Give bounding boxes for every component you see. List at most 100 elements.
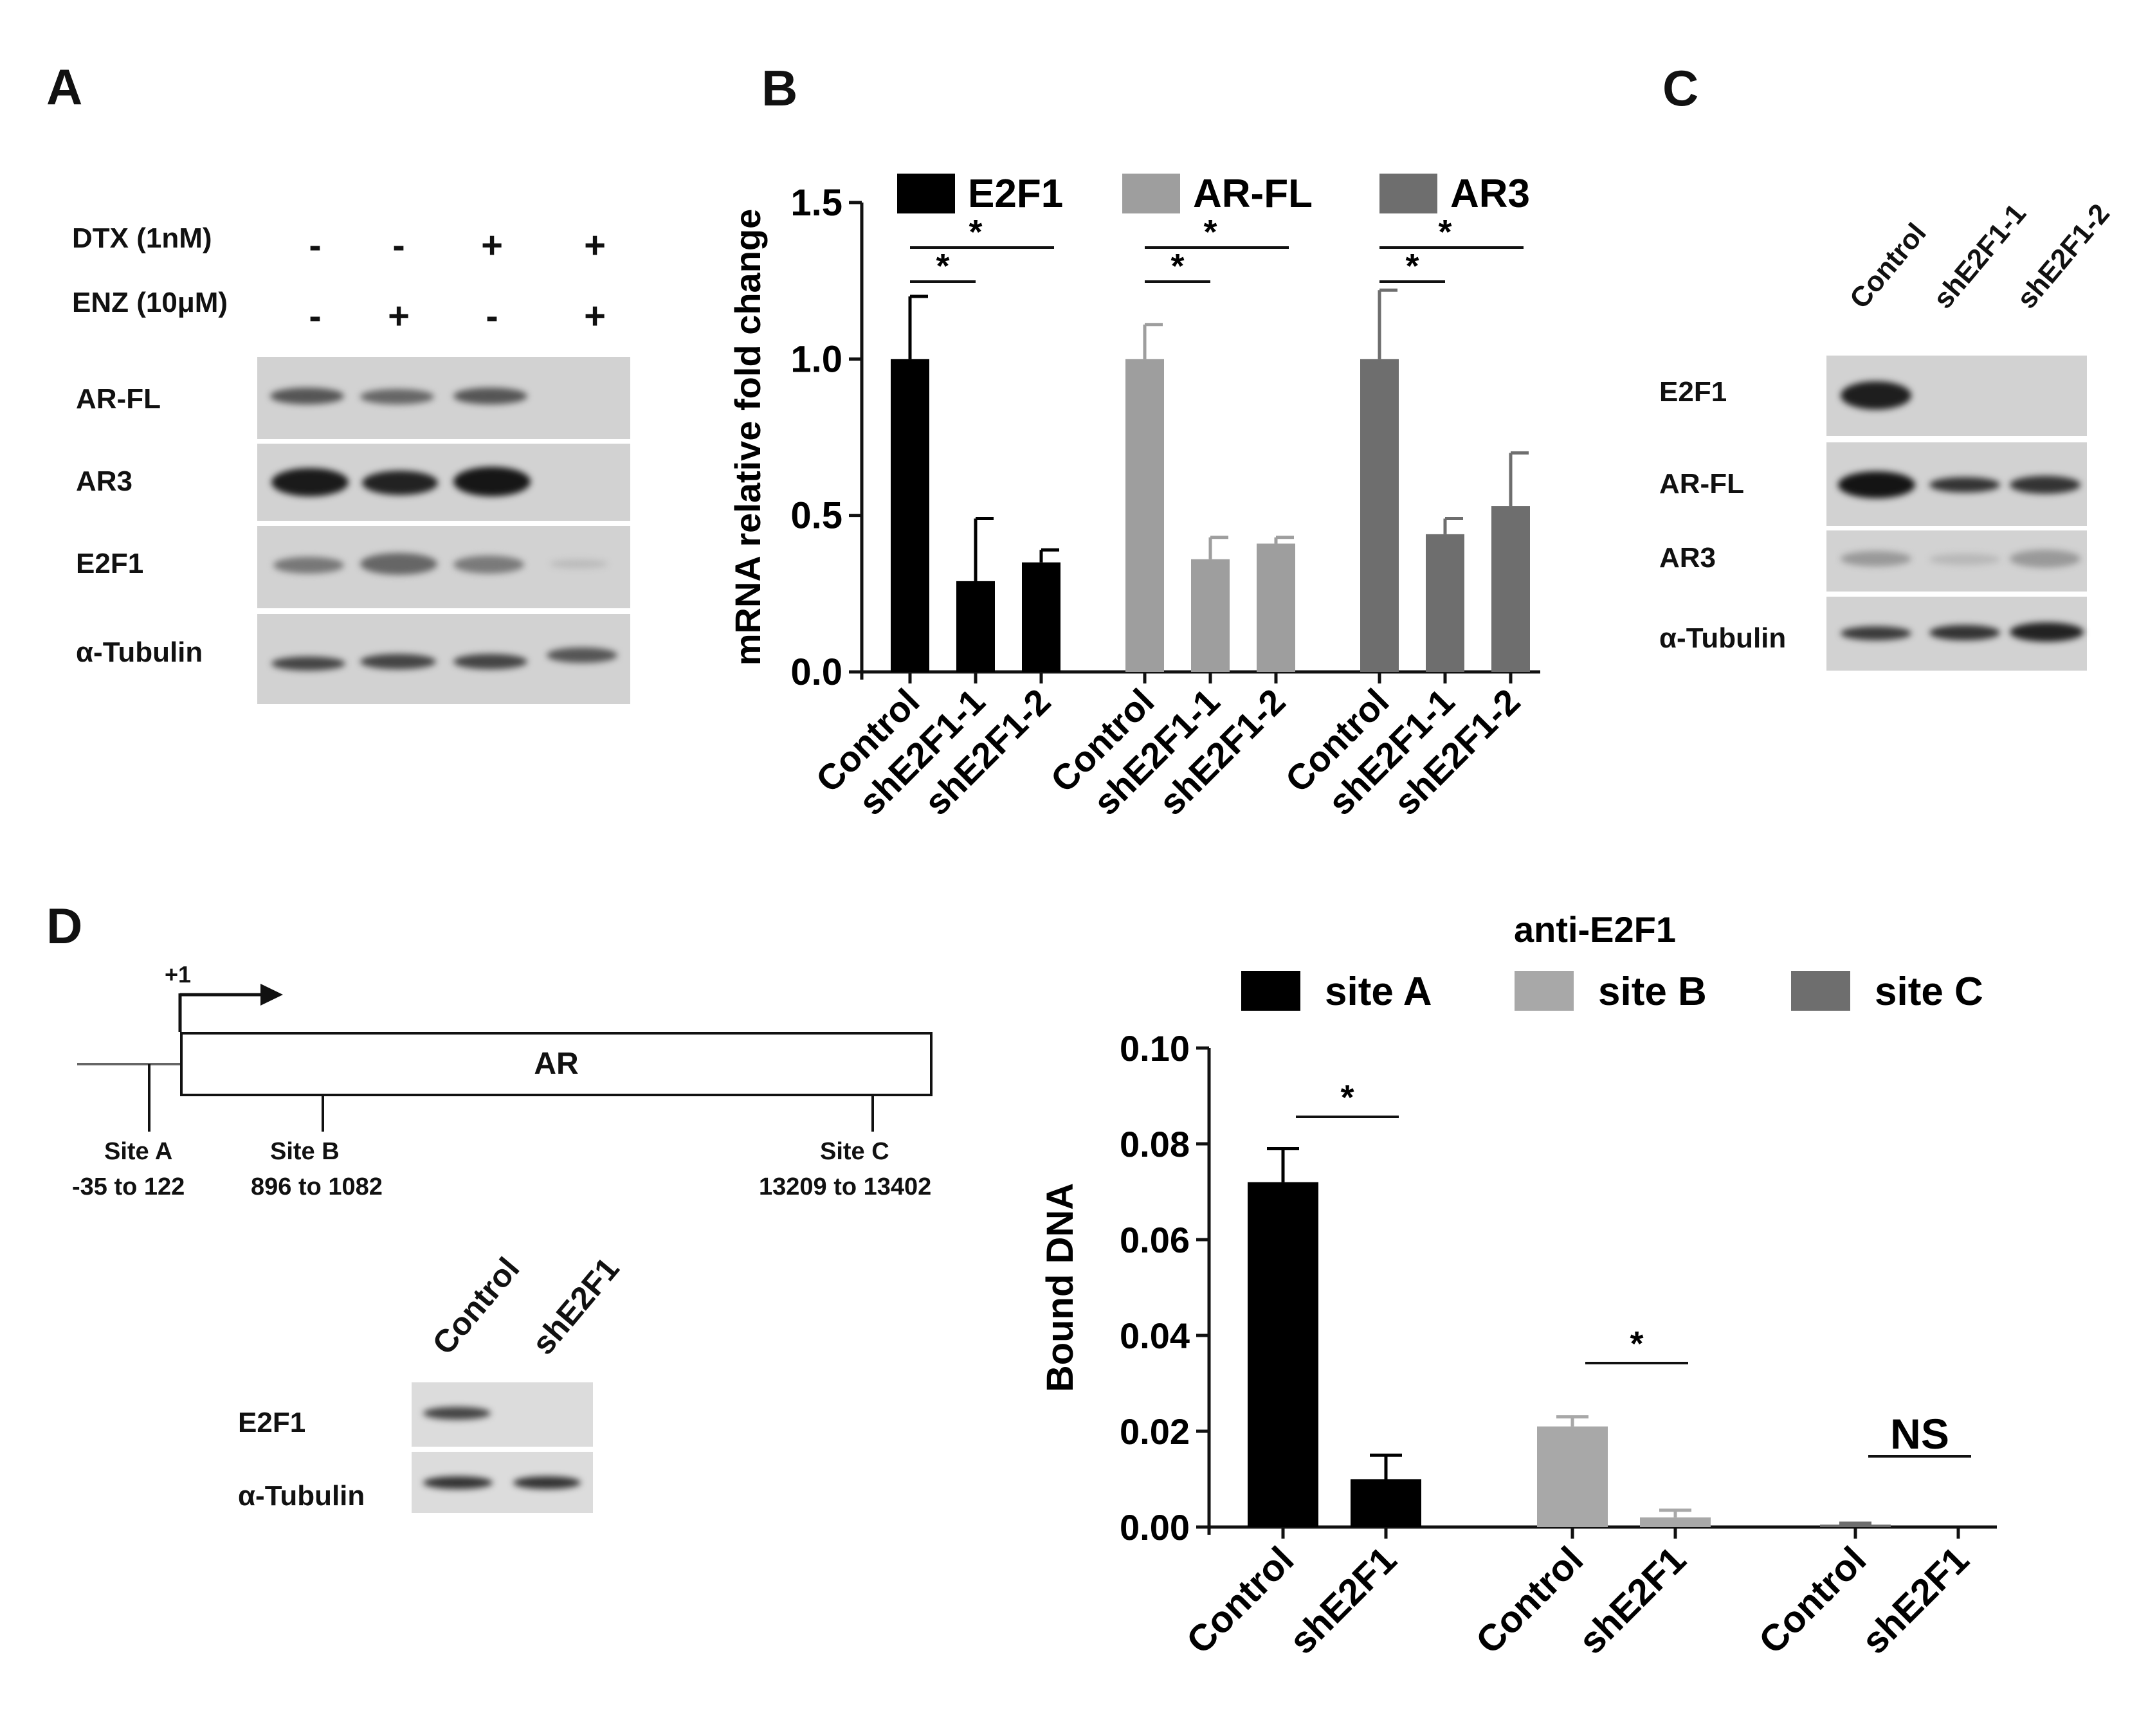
sig-star-b: * xyxy=(936,247,949,285)
bar-b xyxy=(1360,359,1399,672)
y-tick-label-b: 1.0 xyxy=(790,338,842,380)
blot-d-tubulin xyxy=(412,1452,593,1513)
bar-b xyxy=(956,581,995,672)
legend-label-b: AR3 xyxy=(1450,172,1530,216)
sig-mark-d: * xyxy=(1630,1325,1643,1363)
legend-swatch-b xyxy=(897,174,955,213)
blot-a-tubulin xyxy=(257,614,630,704)
blot-d-row-label: α-Tubulin xyxy=(238,1480,365,1512)
y-tick-label-d: 0.04 xyxy=(1120,1316,1190,1356)
blot-c-ar3 xyxy=(1826,530,2087,592)
legend-swatch-d xyxy=(1515,971,1574,1011)
y-tick-label-b: 1.5 xyxy=(790,182,842,224)
blot-c-ar-fl xyxy=(1826,442,2087,526)
y-tick-label-d: 0.06 xyxy=(1120,1220,1190,1260)
blot-c-row-label: α-Tubulin xyxy=(1659,622,1787,654)
bar-b xyxy=(891,359,929,672)
site-c-name: Site C xyxy=(820,1138,889,1165)
blot-a-ar-fl xyxy=(257,357,630,439)
y-axis-label-d: Bound DNA xyxy=(1039,1183,1081,1392)
x-tick-label-d: Control xyxy=(1178,1539,1302,1662)
bar-b xyxy=(1257,543,1295,672)
legend-swatch-b xyxy=(1379,174,1437,213)
dtx-sign: + xyxy=(481,224,503,266)
legend-swatch-b xyxy=(1122,174,1180,213)
tss-label: +1 xyxy=(165,961,192,988)
blot-a-ar3 xyxy=(257,444,630,521)
enz-sign: - xyxy=(486,295,498,337)
panel-c-letter: C xyxy=(1662,60,1699,116)
x-tick-label-d: shE2F1 xyxy=(1281,1539,1405,1662)
bar-b xyxy=(1191,559,1230,672)
legend-swatch-d xyxy=(1791,971,1850,1011)
enz-sign: - xyxy=(309,295,322,337)
dtx-sign: + xyxy=(584,224,606,266)
sig-star-b: * xyxy=(1438,213,1452,251)
bar-b xyxy=(1022,562,1060,672)
dtx-label: DTX (1nM) xyxy=(72,222,212,254)
x-tick-label-d: shE2F1 xyxy=(1570,1539,1694,1662)
sig-star-b: * xyxy=(1405,247,1419,285)
y-tick-label-d: 0.00 xyxy=(1120,1507,1190,1548)
legend-swatch-d xyxy=(1241,971,1300,1011)
ar-gene-box: AR xyxy=(180,1032,933,1096)
bar-d xyxy=(1537,1426,1608,1527)
chart-d-title: anti-E2F1 xyxy=(1514,909,1676,950)
y-tick-label-d: 0.08 xyxy=(1120,1124,1190,1164)
x-tick-label-d: Control xyxy=(1751,1539,1874,1662)
legend-label-d: site A xyxy=(1325,970,1432,1014)
sig-mark-d: NS xyxy=(1890,1410,1949,1458)
blot-a-row-label: α-Tubulin xyxy=(76,637,203,668)
blot-c-tubulin xyxy=(1826,597,2087,671)
x-tick-label-d: shE2F1 xyxy=(1853,1539,1977,1662)
bar-b xyxy=(1426,534,1464,672)
blot-c-row-label: E2F1 xyxy=(1659,376,1727,408)
y-tick-label-b: 0.0 xyxy=(790,651,842,693)
x-tick-label-d: Control xyxy=(1468,1539,1591,1662)
panel-b-letter: B xyxy=(761,60,798,116)
site-b-range: 896 to 1082 xyxy=(251,1173,383,1200)
blot-a-e2f1 xyxy=(257,526,630,608)
sig-star-b: * xyxy=(1170,247,1184,285)
dtx-sign: - xyxy=(309,224,322,266)
y-tick-label-d: 0.10 xyxy=(1120,1028,1190,1069)
legend-label-d: site C xyxy=(1875,970,1983,1014)
dtx-sign: - xyxy=(392,224,405,266)
bar-b xyxy=(1491,506,1530,672)
site-a-name: Site A xyxy=(104,1138,173,1165)
panel-a-letter: A xyxy=(46,59,83,115)
legend-label-d: site B xyxy=(1598,970,1707,1014)
legend-label-b: AR-FL xyxy=(1193,172,1313,216)
sig-mark-d: * xyxy=(1340,1078,1354,1117)
bar-b xyxy=(1125,359,1164,672)
blot-a-row-label: E2F1 xyxy=(76,548,144,579)
site-c-range: 13209 to 13402 xyxy=(759,1173,932,1200)
blot-d-e2f1 xyxy=(412,1382,593,1447)
blot-c-row-label: AR3 xyxy=(1659,542,1716,574)
y-tick-label-d: 0.02 xyxy=(1120,1411,1190,1452)
enz-label: ENZ (10μM) xyxy=(72,287,228,318)
legend-label-b: E2F1 xyxy=(968,172,1063,216)
y-axis-label-b: mRNA relative fold change xyxy=(727,209,768,666)
site-b-name: Site B xyxy=(270,1138,340,1165)
bar-d xyxy=(1640,1517,1711,1527)
blot-c-row-label: AR-FL xyxy=(1659,468,1744,500)
blot-a-row-label: AR-FL xyxy=(76,383,161,415)
blot-d-row-label: E2F1 xyxy=(238,1407,306,1438)
sig-star-b: * xyxy=(1203,213,1217,251)
ar-gene-label: AR xyxy=(534,1047,579,1081)
sig-star-b: * xyxy=(969,213,982,251)
panel-d-letter: D xyxy=(46,898,83,954)
blot-c-e2f1 xyxy=(1826,356,2087,436)
blot-a-row-label: AR3 xyxy=(76,466,133,497)
enz-sign: + xyxy=(584,295,606,337)
enz-sign: + xyxy=(388,295,410,337)
bar-d xyxy=(1820,1524,1891,1527)
y-tick-label-b: 0.5 xyxy=(790,495,842,537)
bar-d xyxy=(1248,1182,1318,1527)
site-a-range: -35 to 122 xyxy=(72,1173,185,1200)
tss-arrow-head xyxy=(260,984,283,1006)
bar-d xyxy=(1351,1479,1421,1527)
